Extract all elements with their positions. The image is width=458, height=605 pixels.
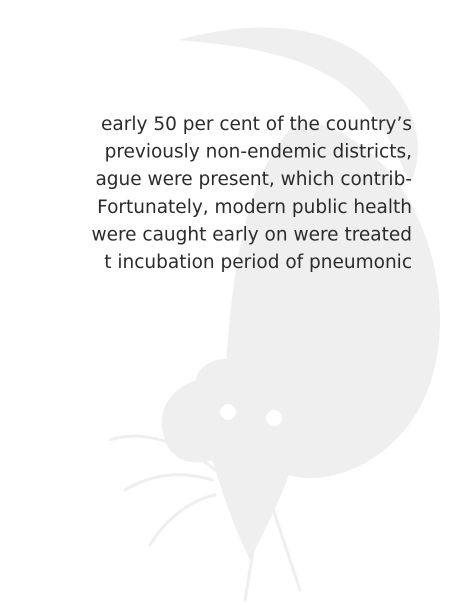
text-line: t incubation period of pneumonic — [104, 252, 412, 273]
rat-watermark — [162, 28, 440, 560]
rat-eye — [266, 410, 282, 426]
rat-eye — [220, 404, 236, 420]
text-line: previously non-endemic districts, — [105, 142, 412, 163]
text-line: early 50 per cent of the country’s — [101, 114, 412, 135]
page: early 50 per cent of the country’s previo… — [0, 0, 458, 605]
text-line: Fortunately, modern public health — [97, 197, 412, 218]
text-line: were caught early on were treated — [91, 224, 412, 245]
text-line: ague were present, which contrib- — [95, 169, 412, 190]
